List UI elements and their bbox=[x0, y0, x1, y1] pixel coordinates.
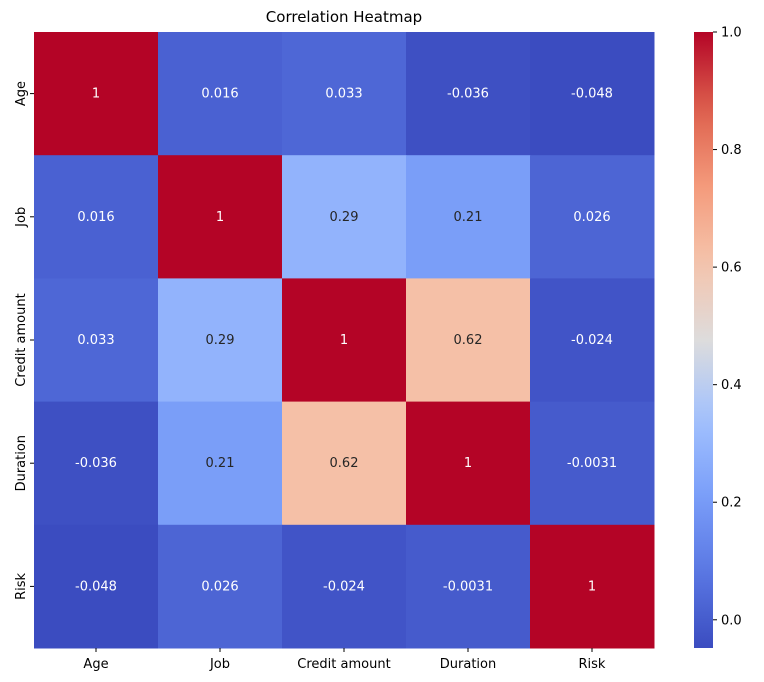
cell-annotation: 0.033 bbox=[325, 87, 362, 102]
x-tick-label: Credit amount bbox=[297, 657, 390, 672]
cell-annotation: 1 bbox=[588, 579, 596, 594]
colorbar-tick-label: 0.2 bbox=[721, 496, 742, 511]
cell-annotation: -0.036 bbox=[447, 87, 489, 102]
y-tick-label: Credit amount bbox=[14, 293, 29, 386]
cell-annotation: 0.016 bbox=[77, 210, 114, 225]
cell-annotation: 0.21 bbox=[454, 210, 483, 225]
heatmap-cell bbox=[158, 278, 283, 403]
heatmap-cell bbox=[406, 32, 531, 156]
heatmap-cell bbox=[530, 524, 655, 649]
colorbar-tick-label: 1.0 bbox=[721, 26, 742, 41]
cell-annotation: -0.048 bbox=[571, 87, 613, 102]
heatmap-cell bbox=[34, 524, 159, 649]
heatmap-cell bbox=[530, 32, 655, 156]
cell-annotation: 0.033 bbox=[77, 333, 114, 348]
x-tick-label: Risk bbox=[579, 657, 606, 672]
heatmap-cell bbox=[282, 32, 407, 156]
cell-annotation: 0.62 bbox=[454, 333, 483, 348]
cell-annotation: -0.024 bbox=[323, 579, 365, 594]
heatmap-cell bbox=[282, 524, 407, 649]
cell-annotation: 1 bbox=[92, 87, 100, 102]
cell-annotation: 0.29 bbox=[330, 210, 359, 225]
cell-annotation: 1 bbox=[216, 210, 224, 225]
y-tick-label: Age bbox=[14, 81, 29, 106]
cell-annotation: -0.048 bbox=[75, 579, 117, 594]
heatmap-cell bbox=[406, 278, 531, 403]
cell-annotation: -0.0031 bbox=[443, 579, 493, 594]
cell-annotation: 0.62 bbox=[330, 456, 359, 471]
heatmap-cell bbox=[34, 32, 159, 156]
cell-annotation: 0.29 bbox=[206, 333, 235, 348]
heatmap-cell bbox=[406, 401, 531, 526]
chart-title: Correlation Heatmap bbox=[265, 8, 423, 26]
cell-annotation: -0.036 bbox=[75, 456, 117, 471]
x-tick-label: Age bbox=[83, 657, 108, 672]
heatmap-cell bbox=[158, 524, 283, 649]
y-tick-label: Risk bbox=[14, 572, 29, 599]
cell-annotation: 0.026 bbox=[201, 579, 238, 594]
y-tick-label: Duration bbox=[14, 435, 29, 491]
colorbar bbox=[694, 32, 713, 648]
heatmap-cell bbox=[530, 401, 655, 526]
heatmap-cell bbox=[530, 155, 655, 279]
x-tick-label: Duration bbox=[440, 657, 496, 672]
heatmap-cell bbox=[282, 155, 407, 279]
cell-annotation: -0.024 bbox=[571, 333, 613, 348]
heatmap-cell bbox=[282, 401, 407, 526]
colorbar-tick-label: 0.6 bbox=[721, 261, 742, 276]
heatmap-cell bbox=[34, 401, 159, 526]
heatmap-cell bbox=[530, 278, 655, 403]
heatmap-cell bbox=[34, 155, 159, 279]
heatmap-cell bbox=[158, 155, 283, 279]
heatmap-cell bbox=[34, 278, 159, 403]
cell-annotation: -0.0031 bbox=[567, 456, 617, 471]
colorbar-tick-label: 0.8 bbox=[721, 143, 742, 158]
heatmap-cell bbox=[158, 401, 283, 526]
y-tick-label: Job bbox=[14, 207, 29, 228]
heatmap-cell bbox=[282, 278, 407, 403]
x-tick-label: Job bbox=[209, 657, 230, 672]
cell-annotation: 1 bbox=[464, 456, 472, 471]
cell-annotation: 0.026 bbox=[573, 210, 610, 225]
colorbar-tick-label: 0.0 bbox=[721, 613, 742, 628]
cell-annotation: 0.016 bbox=[201, 87, 238, 102]
colorbar-tick-label: 0.4 bbox=[721, 378, 742, 393]
heatmap-cell bbox=[406, 524, 531, 649]
cell-annotation: 0.21 bbox=[206, 456, 235, 471]
cell-annotation: 1 bbox=[340, 333, 348, 348]
heatmap-cell bbox=[406, 155, 531, 279]
heatmap-cell bbox=[158, 32, 283, 156]
